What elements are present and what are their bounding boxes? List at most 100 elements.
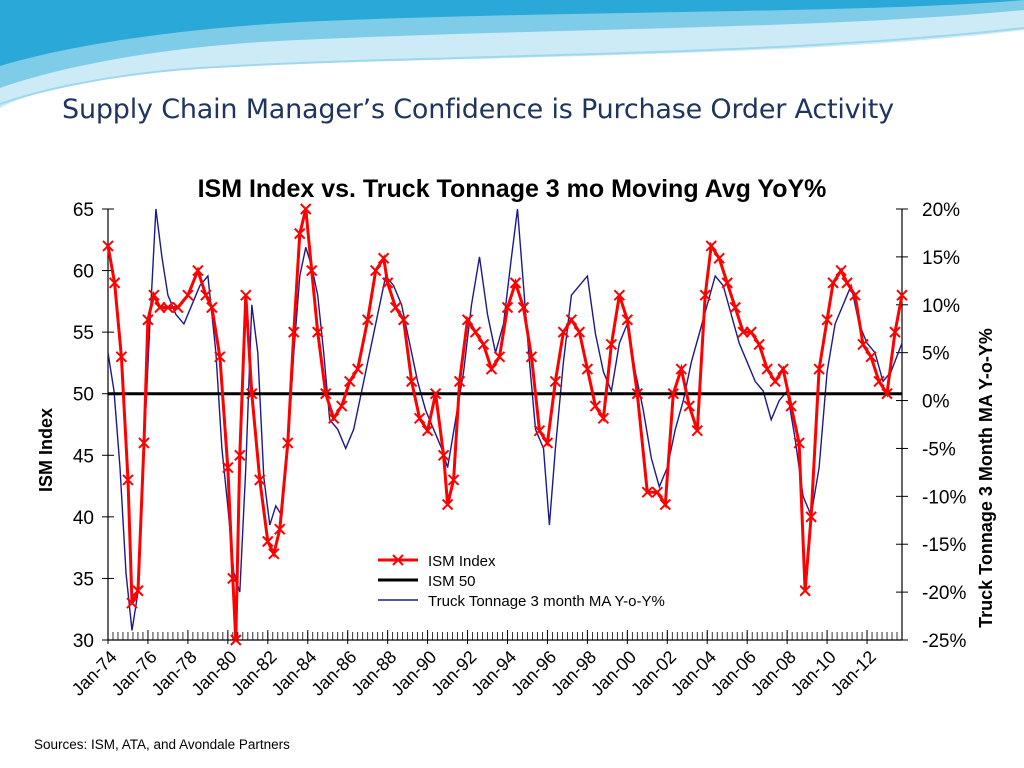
- ism-index-point: [589, 400, 602, 412]
- ism-index-point: [200, 289, 212, 301]
- ism-index-point: [122, 474, 134, 486]
- ism-index-point: [469, 326, 482, 338]
- ism-index-point: [234, 449, 246, 461]
- header-wave-line: [0, 27, 1024, 105]
- y-tick-label: 30: [73, 631, 94, 652]
- ism-index-point: [477, 338, 490, 351]
- ism-index-point: [613, 289, 626, 301]
- ism-index-point: [397, 314, 410, 326]
- ism-index-point: [142, 314, 154, 326]
- ism-index-point: [182, 289, 194, 301]
- ism-index-point: [230, 634, 242, 646]
- y2-tick-label: 20%: [922, 200, 960, 221]
- ism-index-point: [138, 437, 150, 449]
- ism-index-point: [162, 301, 174, 314]
- ism-index-point: [777, 363, 789, 375]
- ism-index-point: [222, 461, 234, 474]
- ism-index-point: [896, 289, 908, 301]
- ism-index-point: [192, 264, 204, 277]
- ism-index-point: [227, 572, 239, 585]
- y-tick-label: 45: [73, 446, 94, 467]
- legend-ism-marker: [392, 554, 404, 566]
- ism-index-point: [214, 351, 226, 363]
- ism-index-point: [240, 289, 252, 301]
- ism-index-point: [841, 277, 853, 289]
- ism-index-point: [549, 375, 562, 388]
- ism-index-point: [745, 326, 757, 338]
- ism-index-point: [721, 277, 733, 289]
- ism-index-point: [421, 424, 434, 437]
- ism-index-point: [501, 301, 514, 314]
- ism-index-point: [849, 289, 861, 301]
- ism-index-point: [541, 437, 554, 449]
- ism-index-point: [343, 375, 356, 388]
- ism-index-point: [268, 548, 280, 560]
- y2-tick-label: -15%: [922, 535, 966, 556]
- y-tick-label: 50: [73, 385, 94, 406]
- ism-index-point: [881, 388, 893, 400]
- ism-index-point: [641, 486, 654, 498]
- ism-index-point: [461, 314, 474, 326]
- legend-truck-label: Truck Tonnage 3 month MA Y-o-Y%: [428, 593, 665, 610]
- ism-index-point: [683, 400, 695, 412]
- ism-index-point: [437, 449, 450, 461]
- y2-axis-label: Truck Tonnage 3 Month MA Y-o-Y%: [976, 328, 996, 628]
- ism-index-point: [126, 597, 138, 609]
- ism-index-point: [335, 400, 348, 412]
- ism-index-point: [413, 412, 426, 425]
- ism-index-point: [369, 264, 382, 277]
- ism-index-point: [799, 585, 811, 597]
- ism-index-point: [761, 363, 773, 375]
- ism-index-point: [493, 351, 506, 363]
- ism-index-point: [873, 375, 885, 388]
- ism-index-point: [821, 314, 833, 326]
- y-tick-label: 55: [73, 323, 94, 344]
- y2-tick-label: -20%: [922, 583, 966, 604]
- legend-ism50-label: ISM 50: [428, 573, 476, 590]
- ism-index-point: [172, 301, 184, 314]
- ism-index-point: [621, 314, 634, 326]
- ism-index-point: [713, 252, 725, 264]
- ism-index-point: [835, 264, 847, 277]
- ism-index-point: [509, 277, 522, 289]
- ism-index-point: [282, 437, 294, 449]
- ism-index-point: [557, 326, 570, 338]
- ism-index-series: [102, 203, 908, 646]
- ism-index-point: [597, 412, 610, 425]
- ism-index-point: [517, 301, 530, 314]
- ism-index-point: [573, 326, 586, 338]
- ism-index-point: [206, 301, 218, 314]
- y2-tick-label: 10%: [922, 296, 960, 317]
- x-tick-label: Jan-12: [827, 647, 880, 700]
- ism-index-point: [565, 314, 578, 326]
- y2-tick-label: 5%: [922, 344, 950, 365]
- ism-index-point: [320, 388, 332, 400]
- slide-title: Supply Chain Manager’s Confidence is Pur…: [62, 94, 894, 125]
- ism-index-point: [651, 486, 664, 498]
- ism-index-point: [785, 400, 797, 412]
- ism-index-point: [769, 375, 781, 388]
- ism-index-point: [659, 498, 672, 511]
- ism-index-point: [525, 351, 538, 363]
- y-tick-label: 35: [73, 569, 94, 590]
- ism-index-point: [306, 264, 318, 277]
- ism-index-point: [108, 277, 121, 289]
- legend: ISM Index ISM 50 Truck Tonnage 3 month M…: [300, 546, 800, 610]
- ism-index-point: [793, 437, 805, 449]
- ism-index-point: [328, 412, 340, 425]
- ism-index-point: [699, 289, 711, 301]
- ism-index-point: [115, 351, 128, 363]
- chart-title: ISM Index vs. Truck Tonnage 3 mo Moving …: [198, 175, 827, 203]
- ism-index-point: [381, 277, 394, 289]
- ism-index-point: [827, 277, 839, 289]
- ism-index-point: [453, 375, 466, 388]
- ism-index-point: [377, 252, 390, 264]
- ism-index-point: [889, 326, 901, 338]
- ism-index-point: [605, 338, 618, 351]
- truck-tonnage-series: [107, 208, 903, 631]
- ism-index-point: [447, 474, 460, 486]
- ism-index-point: [705, 240, 717, 252]
- ism-index-point: [148, 289, 160, 301]
